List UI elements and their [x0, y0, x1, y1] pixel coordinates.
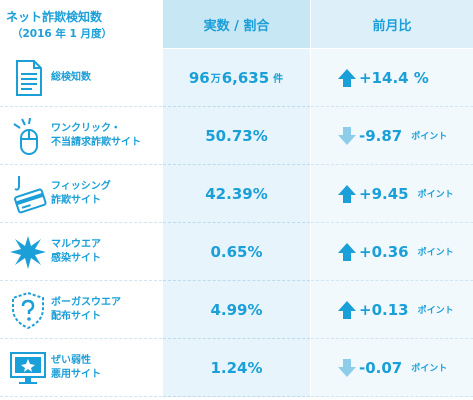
- row-label-line2: 配布サイト: [51, 311, 101, 322]
- row-label: マルウエア: [51, 239, 101, 250]
- table-row: ボーガスウエア 配布サイト 4.99% +0.13 ポイント: [0, 281, 473, 339]
- row-change: +9.45 ポイント: [311, 165, 473, 223]
- row-label-line2: 感染サイト: [51, 253, 101, 264]
- row-label-line2: 悪用サイト: [51, 369, 101, 380]
- table-row: ワンクリック・ 不当請求詐欺サイト 50.73% -9.87 ポイント: [0, 107, 473, 165]
- row-change: -0.07 ポイント: [311, 339, 473, 397]
- row-value: 96 万 6,635 件: [163, 49, 310, 107]
- table-period: （2016 年 1 月度）: [12, 28, 112, 40]
- row-value: 1.24%: [163, 339, 310, 397]
- header-value-column: 実数 / 割合: [163, 0, 310, 48]
- header-title-cell: ネット詐欺検知数 （2016 年 1 月度）: [0, 0, 162, 48]
- row-label: ボーガスウエア: [51, 297, 121, 308]
- arrow-down-icon: [338, 358, 356, 377]
- table-row: マルウエア 感染サイト 0.65% +0.36 ポイント: [0, 223, 473, 281]
- row-change: +14.4 %: [311, 49, 473, 107]
- table-row: フィッシング 詐欺サイト 42.39% +9.45 ポイント: [0, 165, 473, 223]
- row-change: -9.87 ポイント: [311, 107, 473, 165]
- row-value: 4.99%: [163, 281, 310, 339]
- row-label-line2: 不当請求詐欺サイト: [51, 137, 141, 148]
- document-icon: [16, 60, 42, 96]
- row-value: 0.65%: [163, 223, 310, 281]
- table-title: ネット詐欺検知数: [6, 10, 103, 24]
- fishing-hook-card-icon: [14, 176, 47, 214]
- row-label: 総検知数: [51, 72, 91, 83]
- row-value: 50.73%: [163, 107, 310, 165]
- row-change: +0.36 ポイント: [311, 223, 473, 281]
- malware-burst-icon: [10, 236, 46, 269]
- table-row: 総検知数 96 万 6,635 件 +14.4 %: [0, 49, 473, 107]
- vulnerable-monitor-icon: [10, 352, 46, 384]
- arrow-up-icon: [338, 242, 356, 261]
- row-label: ぜい弱性: [51, 355, 91, 366]
- row-label-line2: 詐欺サイト: [51, 195, 101, 206]
- row-change: +0.13 ポイント: [311, 281, 473, 339]
- table-row: ぜい弱性 悪用サイト 1.24% -0.07 ポイント: [0, 339, 473, 397]
- arrow-down-icon: [338, 126, 356, 145]
- row-label: ワンクリック・: [51, 123, 121, 134]
- row-label: フィッシング: [51, 181, 111, 192]
- header-change-column: 前月比: [311, 0, 473, 48]
- row-value: 42.39%: [163, 165, 310, 223]
- arrow-up-icon: [338, 68, 356, 87]
- arrow-up-icon: [338, 300, 356, 319]
- bogus-shield-icon: [12, 291, 44, 330]
- mouse-click-icon: [13, 117, 38, 155]
- arrow-up-icon: [338, 184, 356, 203]
